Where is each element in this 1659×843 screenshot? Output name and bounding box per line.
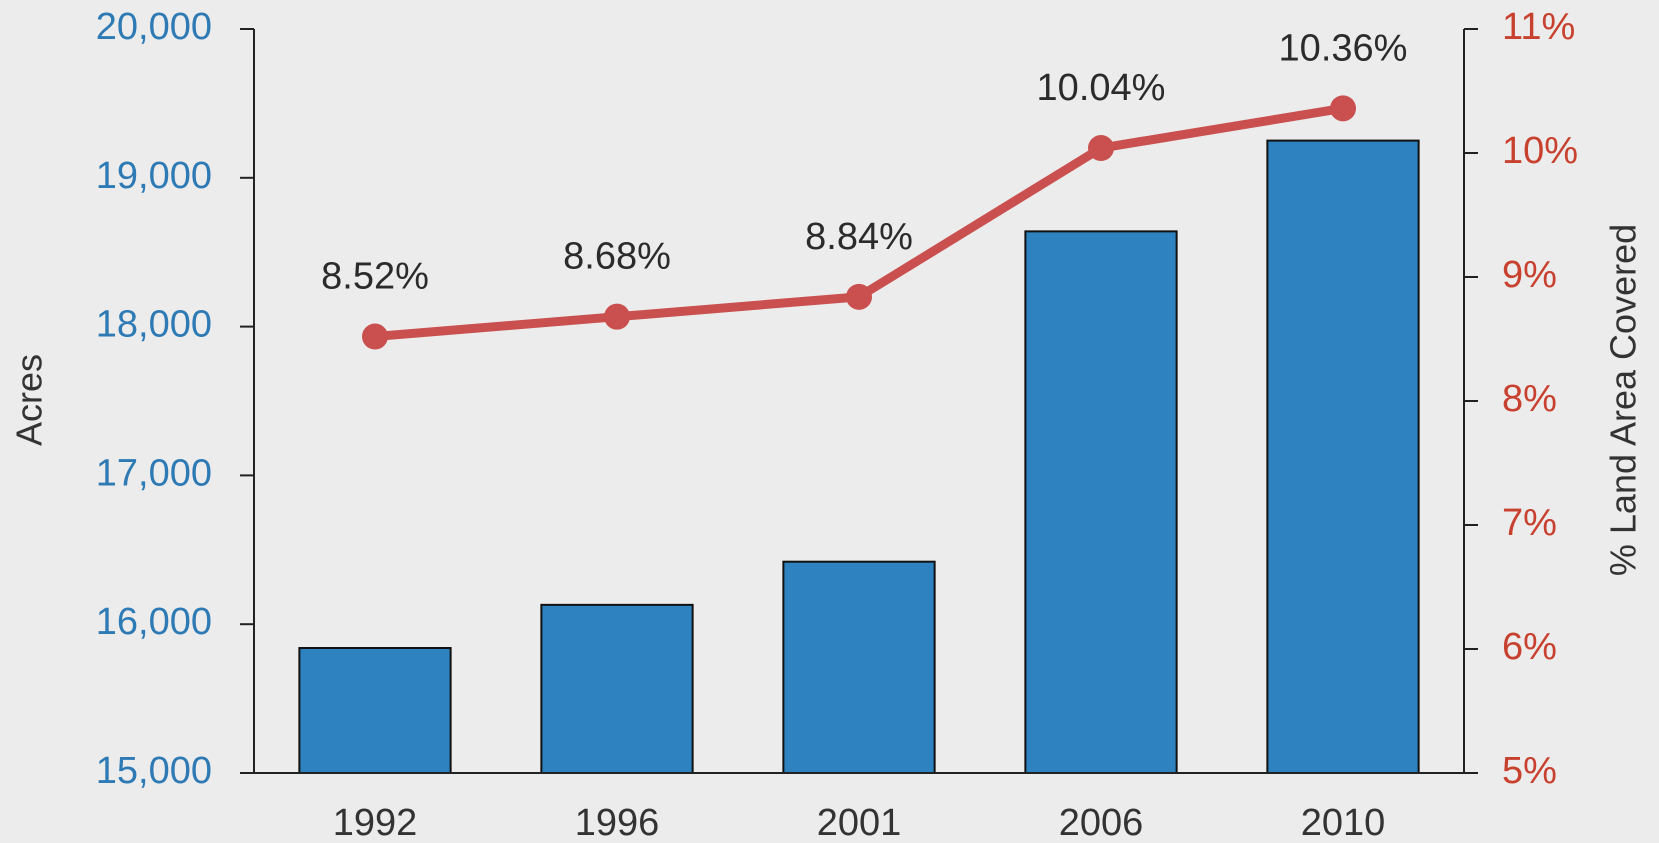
data-label: 8.52% — [321, 256, 429, 298]
y2-tick-label: 7% — [1502, 502, 1557, 544]
y-tick-label: 19,000 — [96, 155, 212, 197]
y2-tick-label: 6% — [1502, 626, 1557, 668]
y-tick-label: 20,000 — [96, 6, 212, 48]
point — [362, 323, 388, 350]
point — [1088, 135, 1114, 162]
bar — [540, 603, 694, 775]
data-label: 8.84% — [805, 216, 913, 258]
bar — [782, 560, 936, 774]
data-label: 10.04% — [1037, 67, 1166, 109]
y2-tick-label: 10% — [1502, 130, 1578, 172]
data-label: 10.36% — [1279, 27, 1408, 69]
point — [604, 303, 630, 330]
y2-tick-label: 8% — [1502, 378, 1557, 420]
point — [1330, 95, 1356, 122]
bar — [1266, 139, 1420, 775]
y2-axis-label: % Land Area Covered — [1603, 224, 1644, 576]
y-tick-label: 15,000 — [96, 750, 212, 792]
y-axis-label: Acres — [9, 354, 50, 446]
x-tick-label: 2006 — [1059, 802, 1144, 843]
y2-tick-label: 5% — [1502, 750, 1557, 792]
x-tick-label: 2010 — [1301, 802, 1386, 843]
x-tick-label: 1996 — [575, 802, 660, 843]
y-tick-label: 18,000 — [96, 304, 212, 346]
y2-tick-label: 11% — [1502, 6, 1575, 48]
y-tick-label: 17,000 — [96, 452, 212, 494]
data-label: 8.68% — [563, 236, 671, 278]
y-tick-label: 16,000 — [96, 601, 212, 643]
y2-tick-label: 9% — [1502, 254, 1557, 296]
x-tick-label: 2001 — [817, 802, 902, 843]
point — [846, 283, 872, 310]
bar — [1024, 230, 1178, 775]
bar — [298, 647, 452, 774]
x-tick-label: 1992 — [333, 802, 418, 843]
